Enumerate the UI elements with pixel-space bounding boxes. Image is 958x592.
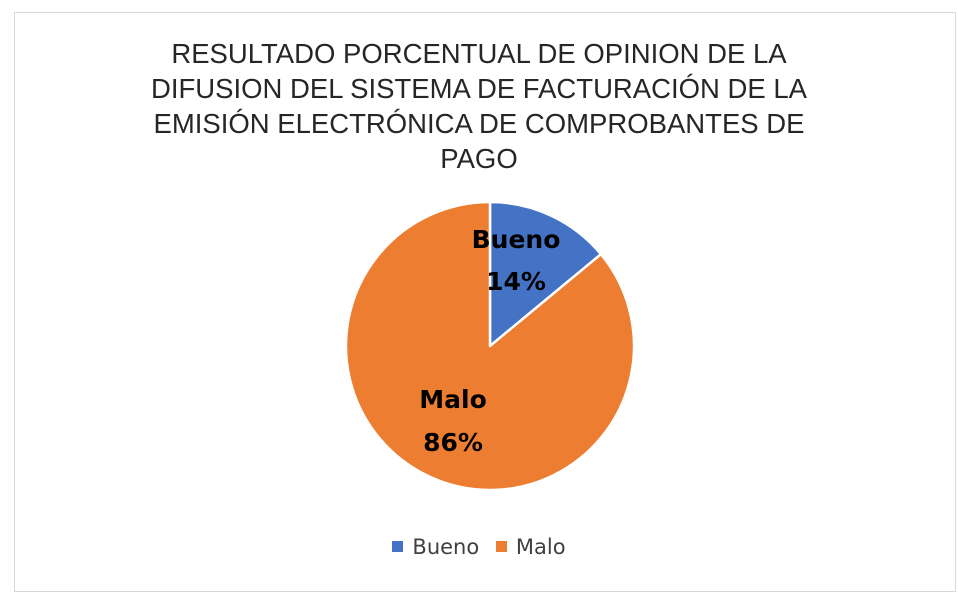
chart-title-line-1: RESULTADO PORCENTUAL DE OPINION DE LA [171,38,787,69]
chart-title-line-4: PAGO [440,143,518,174]
pie-chart: Bueno 14% Malo 86% [344,200,636,492]
legend-label-malo: Malo [515,534,566,559]
chart-title-line-2: DIFUSION DEL SISTEMA DE FACTURACIÓN DE L… [150,73,808,104]
legend-label-bueno: Bueno [412,534,480,559]
legend-swatch-bueno [392,541,404,552]
pie-slice-malo [344,200,636,492]
legend: Bueno Malo [0,533,958,559]
data-label-name-malo: Malo [419,385,487,414]
legend-item-bueno: Bueno [392,535,479,559]
chart-title: RESULTADO PORCENTUAL DE OPINION DE LA DI… [0,36,958,176]
data-label-name-bueno: Bueno [472,225,561,254]
chart-title-line-3: EMISIÓN ELECTRÓNICA DE COMPROBANTES DE [153,108,805,139]
data-label-value-bueno: 14% [486,267,546,296]
legend-item-malo: Malo [495,534,566,559]
pie-slice-bueno [488,200,603,348]
data-label-value-malo: 86% [423,428,483,457]
legend-swatch-malo [495,541,507,552]
